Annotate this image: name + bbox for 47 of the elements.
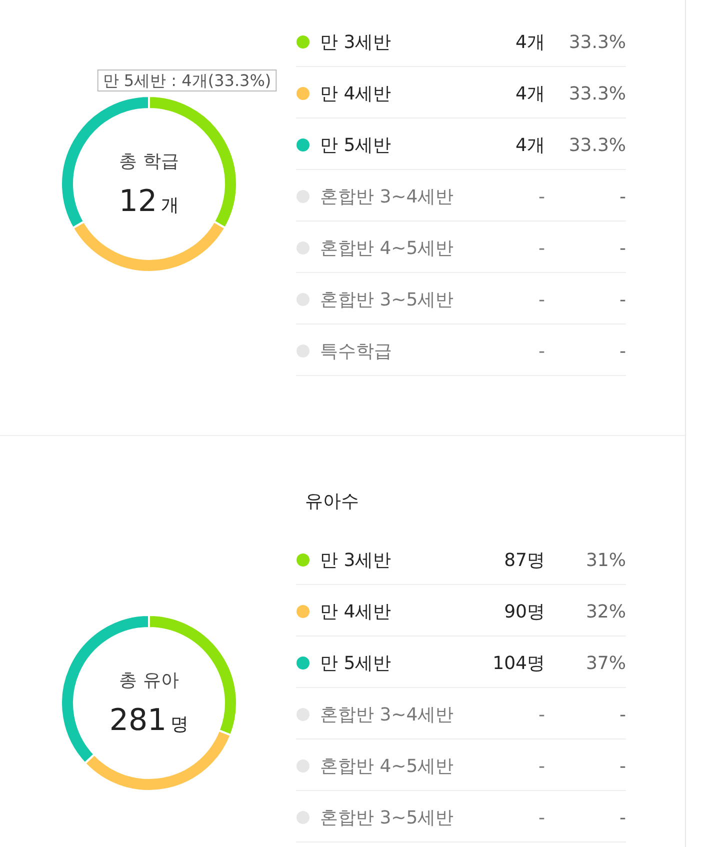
text: 37% (586, 653, 626, 674)
text: 31% (586, 550, 626, 571)
text: 총 학급 (119, 151, 179, 172)
text: - (620, 808, 626, 828)
text: - (538, 756, 545, 777)
text: 32% (586, 602, 626, 622)
text: - (620, 186, 626, 208)
text: 만 5세반 : 4개(33.3%) (102, 71, 272, 90)
data-label: 4개 (516, 84, 545, 104)
data-label: 87명 (504, 550, 545, 571)
legend-label: 특수학급 (320, 341, 392, 362)
text: - (620, 756, 626, 777)
text: 명 (170, 714, 189, 735)
data-label: 104명 (492, 653, 545, 674)
legend-label: 만 4세반 (320, 602, 392, 622)
text: - (538, 808, 545, 828)
legend-label: 혼합반 3~5세반 (320, 808, 454, 828)
text: 개 (161, 195, 180, 216)
text: 281 (109, 703, 167, 738)
text: - (620, 704, 626, 726)
text: 33.3% (568, 135, 626, 156)
text: - (538, 238, 545, 259)
text: - (538, 341, 545, 362)
text: 33.3% (568, 84, 626, 104)
data-label: 4개 (516, 135, 545, 156)
text: - (620, 341, 626, 362)
data-label: 90명 (504, 602, 545, 622)
text: - (620, 290, 626, 310)
legend-label: 혼합반 3~4세반 (320, 186, 454, 208)
chart-title: 유아수 (305, 491, 359, 512)
legend-label: 만 5세반 (320, 653, 392, 674)
legend-label: 만 3세반 (320, 550, 392, 571)
legend-label: 혼합반 3~5세반 (320, 290, 454, 310)
legend-label: 만 3세반 (320, 32, 392, 53)
legend-label: 혼합반 4~5세반 (320, 756, 454, 777)
legend-label: 혼합반 3~4세반 (320, 704, 454, 726)
text: 33.3% (568, 32, 626, 53)
text: - (538, 290, 545, 310)
text: - (620, 238, 626, 259)
text: 12 (118, 184, 158, 219)
text: - (538, 186, 545, 208)
legend-label: 혼합반 4~5세반 (320, 238, 454, 259)
text: - (538, 704, 545, 726)
data-label: 4개 (516, 32, 545, 53)
legend-label: 만 5세반 (320, 135, 392, 156)
legend-label: 만 4세반 (320, 84, 392, 104)
text: 총 유아 (119, 670, 179, 691)
